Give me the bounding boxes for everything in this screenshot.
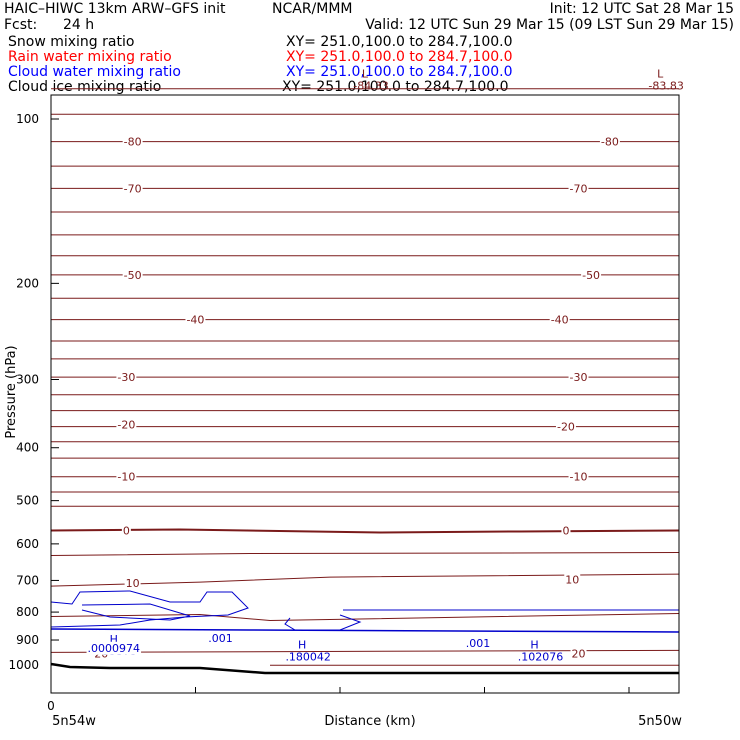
label-background	[555, 420, 576, 434]
field-name-cloud-ice: Cloud ice mixing ratio	[8, 79, 162, 95]
isotherm-label: -70	[124, 182, 142, 195]
cloud-water-label: .001	[466, 637, 491, 650]
cloud-water-contour	[50, 628, 680, 633]
isotherm-label: 10	[565, 574, 579, 587]
valid-time: Valid: 12 UTC Sun 29 Mar 15 (09 LST Sun …	[365, 17, 734, 33]
isotherm-line	[50, 612, 680, 621]
cloud-water-contour	[50, 590, 249, 628]
label-background	[581, 268, 602, 282]
x-tick-zero: 0	[47, 699, 55, 713]
forecast-label: Fcst:	[4, 17, 38, 33]
field-xy-snow: XY= 251.0,100.0 to 284.7,100.0	[286, 34, 513, 50]
extremum-value: .180042	[285, 651, 331, 664]
y-tick-label: 400	[16, 441, 39, 455]
label-background	[568, 371, 589, 385]
model-title: HAIC–HIWC 13km ARW–GFS init	[4, 1, 226, 17]
surface-line	[50, 662, 679, 675]
label-background	[124, 577, 141, 591]
x-axis-label: Distance (km)	[324, 714, 415, 729]
x-right-location: 5n50w	[638, 714, 682, 729]
y-tick-label: 300	[16, 373, 39, 387]
extremum-symbol: L	[362, 68, 369, 81]
label-background	[549, 313, 570, 327]
label-background	[568, 470, 589, 484]
field-xy-rain: XY= 251.0,100.0 to 284.7,100.0	[286, 49, 513, 65]
label-background	[121, 524, 131, 538]
terrain-line	[50, 662, 679, 675]
isotherm-label: 0	[123, 524, 130, 537]
label-background	[86, 641, 142, 655]
y-tick-label: 500	[16, 494, 39, 508]
isotherm-label: 20	[572, 648, 586, 661]
y-tick-label: 200	[16, 276, 39, 290]
extremum-value: -83.83	[648, 80, 683, 93]
field-name-rain: Rain water mixing ratio	[8, 49, 172, 65]
forecast-hours: 24 h	[63, 17, 95, 33]
extremum-symbol: H	[110, 633, 118, 646]
y-tick-label: 800	[16, 605, 39, 619]
label-background	[122, 268, 143, 282]
label-background	[207, 632, 234, 646]
y-tick-label: 1000	[8, 658, 39, 672]
y-tick-label: 100	[16, 112, 39, 126]
isotherm-label: -40	[551, 314, 569, 327]
label-background	[561, 524, 571, 538]
label-background	[116, 470, 137, 484]
label-background	[570, 647, 587, 661]
label-background	[564, 573, 581, 587]
isotherm-label: 10	[126, 577, 140, 590]
field-xy-cloud-ice: XY= 251.0,100.0 to 284.7,100.0	[282, 79, 509, 95]
isotherm-label: -40	[186, 314, 204, 327]
isotherm-label: -50	[124, 269, 142, 282]
cloud-water-contours	[50, 590, 680, 633]
extremum-value: .102076	[518, 651, 564, 664]
label-background	[185, 313, 206, 327]
x-left-location: 5n54w	[52, 714, 96, 729]
y-tick-label: 600	[16, 537, 39, 551]
field-name-cloud-water: Cloud water mixing ratio	[8, 64, 181, 80]
cloud-water-label: .0000974	[88, 642, 141, 655]
field-name-snow: Snow mixing ratio	[8, 34, 135, 50]
isotherm-label: -30	[570, 371, 588, 384]
isotherm-label: -80	[601, 136, 619, 149]
isotherm-label: -10	[117, 471, 135, 484]
y-tick-label: 900	[16, 633, 39, 647]
isotherm-label: -20	[117, 419, 135, 432]
field-xy-cloud-water: XY= 251.0,100.0 to 284.7,100.0	[286, 64, 513, 80]
label-background	[122, 182, 143, 196]
y-axis-label: Pressure (hPa)	[4, 345, 19, 438]
isotherm-label: 0	[562, 524, 569, 537]
isotherm-line	[50, 573, 680, 587]
contour-labels: -80 -80 -70 -70 -50 -50 -40 -40 -30 -30 -20 -20 -10 -…	[86, 68, 684, 664]
cloud-water-label: .001	[208, 632, 233, 645]
center-name: NCAR/MMM	[272, 1, 353, 17]
extremum-value: -84.33	[353, 80, 388, 93]
cloud-water-contour	[81, 603, 191, 621]
plot-frame	[50, 94, 680, 694]
extremum-symbol: H	[298, 639, 306, 652]
y-tick-label: 700	[16, 573, 39, 587]
label-background	[568, 182, 589, 196]
isotherm-label: -50	[582, 269, 600, 282]
isotherm-label: -70	[570, 182, 588, 195]
isotherm-label: -20	[557, 421, 575, 434]
cloud-water-contour	[284, 614, 362, 631]
label-background	[116, 371, 137, 385]
isotherm-label: -10	[570, 471, 588, 484]
label-background	[122, 135, 143, 149]
extremum-symbol: H	[530, 639, 538, 652]
isotherm-label: -80	[124, 136, 142, 149]
extremum-symbol: L	[657, 68, 664, 81]
isotherm-label: -30	[117, 371, 135, 384]
freezing-level-line	[50, 528, 680, 534]
label-background	[464, 636, 492, 650]
init-time: Init: 12 UTC Sat 28 Mar 15	[549, 1, 734, 17]
isotherm-line	[50, 552, 680, 557]
isotherm-lines	[50, 88, 680, 666]
label-background	[116, 418, 137, 432]
label-background	[599, 135, 620, 149]
